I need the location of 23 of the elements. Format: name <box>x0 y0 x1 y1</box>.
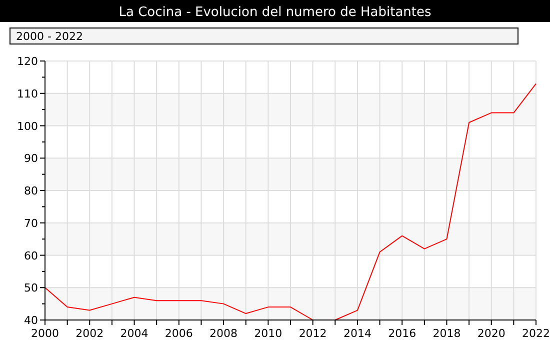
x-tick-label: 2020 <box>477 327 506 340</box>
y-tick-label: 60 <box>24 249 38 262</box>
y-tick-label: 90 <box>24 152 38 166</box>
y-tick-label: 70 <box>24 216 38 230</box>
x-tick-label: 2022 <box>522 327 550 340</box>
y-tick-label: 110 <box>17 87 38 100</box>
x-tick-label: 2000 <box>31 327 59 340</box>
y-tick-label: 40 <box>24 314 38 327</box>
x-tick-label: 2002 <box>76 327 104 340</box>
y-tick-label: 120 <box>17 55 38 68</box>
y-tick-label: 100 <box>17 120 38 133</box>
x-tick-label: 2010 <box>254 327 282 340</box>
chart-title: La Cocina - Evolucion del numero de Habitantes <box>118 5 432 20</box>
x-tick-label: 2014 <box>343 327 372 340</box>
x-tick-label: 2016 <box>388 327 416 340</box>
chart-subtitle: 2000 - 2022 <box>16 30 83 43</box>
y-tick-label: 50 <box>24 282 38 295</box>
x-tick-label: 2012 <box>298 327 327 340</box>
x-tick-label: 2008 <box>210 327 238 340</box>
y-tick-label: 80 <box>24 184 38 198</box>
x-tick-label: 2004 <box>120 327 148 340</box>
x-tick-label: 2018 <box>432 327 461 340</box>
x-tick-label: 2006 <box>164 327 193 340</box>
